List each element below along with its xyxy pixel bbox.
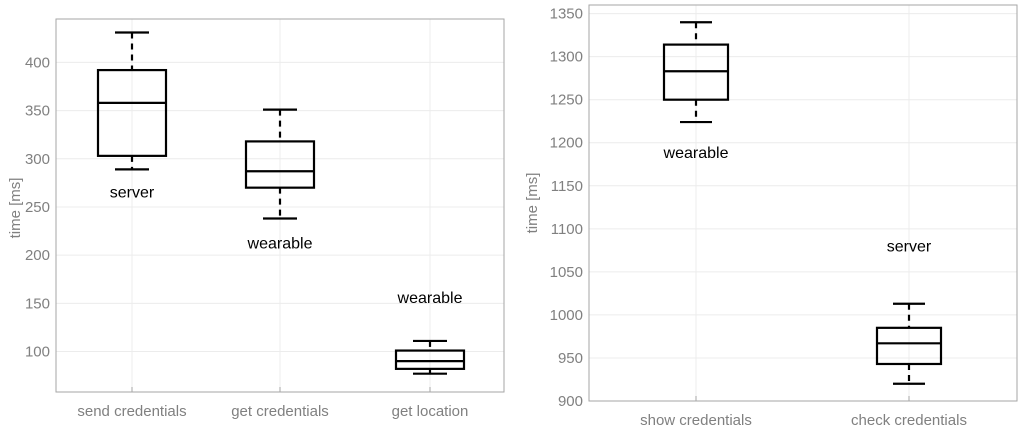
y-tick-label: 150 xyxy=(25,295,50,312)
y-tick-label: 1100 xyxy=(551,221,583,238)
y-tick-label: 300 xyxy=(25,151,50,168)
y-tick-label: 1150 xyxy=(551,178,583,195)
iqr-box xyxy=(875,326,943,366)
x-category-label: send credentials xyxy=(77,403,186,420)
box-annotation: wearable xyxy=(663,145,729,162)
iqr-box xyxy=(96,68,168,157)
y-tick-label: 950 xyxy=(558,350,583,367)
box-get-location: wearable xyxy=(394,290,466,375)
axes-frame xyxy=(588,4,1018,402)
iqr-box xyxy=(244,140,316,189)
box-send-credentials: server xyxy=(96,31,168,201)
box-annotation: wearable xyxy=(247,236,313,253)
x-category-label: get credentials xyxy=(231,403,329,420)
y-tick-label: 1050 xyxy=(550,264,583,281)
box-show-credentials: wearable xyxy=(663,21,730,162)
box-annotation: server xyxy=(887,239,932,256)
right-box-plot: 900 950 1000 1050 1100 1150 1200 1250 1300 1350 ti… xyxy=(524,4,1018,429)
y-tick-label: 250 xyxy=(25,199,50,216)
box-check-credentials: server xyxy=(875,239,943,385)
y-tick-label: 900 xyxy=(558,393,583,410)
y-tick-label: 1350 xyxy=(550,6,583,23)
left-box-plot: 100 150 200 250 300 350 400 time [ms] server send… xyxy=(7,18,505,420)
box-annotation: server xyxy=(110,184,155,201)
y-axis-label: time [ms] xyxy=(7,178,24,239)
x-category-label: show credentials xyxy=(640,412,752,429)
y-tick-label: 1250 xyxy=(550,92,583,109)
x-category-label: check credentials xyxy=(851,412,967,429)
y-tick-label: 200 xyxy=(25,247,50,264)
y-tick-label: 100 xyxy=(25,344,50,361)
y-axis-label: time [ms] xyxy=(524,173,541,234)
y-tick-label: 1300 xyxy=(550,49,583,66)
y-tick-label: 350 xyxy=(25,103,50,120)
box-annotation: wearable xyxy=(397,290,463,307)
box-get-credentials: wearable xyxy=(244,108,316,253)
iqr-box xyxy=(394,349,466,370)
y-tick-label: 400 xyxy=(25,54,50,71)
y-tick-label: 1200 xyxy=(550,135,583,152)
x-category-label: get location xyxy=(392,403,469,420)
y-tick-label: 1000 xyxy=(550,307,583,324)
